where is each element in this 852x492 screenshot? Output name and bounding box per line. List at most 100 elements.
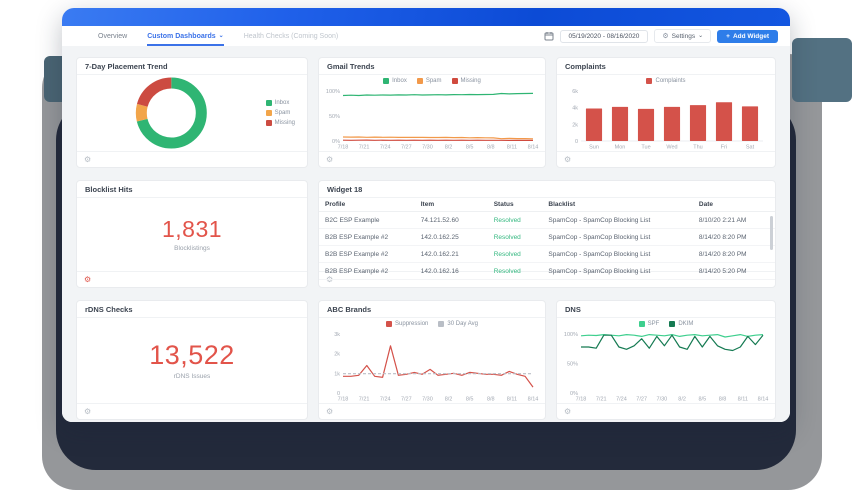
widget-settings-gear-icon[interactable]: ⚙ [84,274,92,284]
legend-swatch-icon [438,321,445,327]
tab-health-checks-label: Health Checks (Coming Soon) [243,32,339,40]
abc-chart-svg: 3k 2k 1k 07/18 7/21 7/24 7/27 7/30 8/2 8/5 8/8 8/11… [334,332,539,403]
svg-text:8/14: 8/14 [528,397,539,403]
rdns-value: 13,522 [149,339,235,370]
add-widget-button[interactable]: + Add Widget [717,29,778,43]
legend-item: Inbox [265,100,295,106]
col-header-status: Status [487,198,543,212]
svg-text:7/27: 7/27 [636,397,647,403]
legend-swatch-icon [265,110,272,116]
calendar-icon[interactable] [544,31,554,41]
svg-text:8/11: 8/11 [507,397,517,403]
widget-settings-gear-icon[interactable]: ⚙ [326,154,334,164]
widget-18-table: Widget 18 Profile Item Status Blacklist [318,180,776,288]
table-cell-item: 74.121.52.60 [414,211,488,229]
dns-line-chart: 100% 50% 0% 7/18 7/21 7/24 7/27 7/30 8/2 8/5 8/8 8/… [561,330,771,403]
tab-custom-dashboards[interactable]: Custom Dashboards ⌄ [147,26,224,46]
decor-teal-tab-left [44,56,64,102]
svg-text:7/18: 7/18 [338,397,349,403]
legend-swatch-icon [383,78,390,84]
chevron-down-icon: ⌄ [698,33,704,39]
table-row: B2C ESP Example 74.121.52.60 Resolved SpamC… [319,211,775,229]
tab-overview[interactable]: Overview [98,26,127,46]
legend-swatch-icon [386,321,393,327]
table-scrollbar-thumb[interactable] [770,216,773,250]
svg-text:8/2: 8/2 [445,145,453,151]
widget-footer: ⚙ [557,151,775,167]
dns-chart-svg: 100% 50% 0%7/18 7/21 7/24 7/27 7/30 8/2 8/5 8/8 8/… [564,332,768,403]
legend-label: Spam [425,78,442,84]
legend-item: 30 Day Avg [438,321,478,327]
svg-text:0%: 0% [570,391,578,397]
table-cell-blacklist: SpamCop - SpamCop Blocking List [542,228,693,246]
table-cell-date: 8/14/20 8:20 PM [692,245,775,263]
widget-settings-gear-icon[interactable]: ⚙ [84,406,92,416]
legend-label: Suppression [395,321,429,327]
widget-settings-gear-icon[interactable]: ⚙ [84,154,92,164]
svg-text:7/24: 7/24 [616,397,627,403]
blocklist-value: 1,831 [161,215,223,242]
svg-text:7/30: 7/30 [657,397,668,403]
placement-donut-chart [77,75,307,151]
widget-rdns-checks: rDNS Checks 13,522 rDNS Issues ⚙ [76,300,308,420]
svg-text:3k: 3k [334,332,340,338]
table-cell-profile: B2B ESP Example #2 [319,262,415,280]
widget-title: Blocklist Hits [77,181,307,198]
svg-text:7/24: 7/24 [380,397,391,403]
col-header-item: Item [414,198,488,212]
widget-placement-trend: 7-Day Placement Trend Inbox Spam Missing ⚙ [76,57,308,168]
gear-icon: ⚙ [662,33,669,40]
widget-title: 7-Day Placement Trend [77,58,307,75]
svg-text:100%: 100% [564,332,578,338]
tab-overview-label: Overview [98,32,128,40]
placement-legend: Inbox Spam Missing [265,100,295,126]
table-cell-status: Resolved [487,262,543,280]
widget-settings-gear-icon[interactable]: ⚙ [326,406,334,416]
settings-label: Settings [671,32,696,40]
dashboard-content: 7-Day Placement Trend Inbox Spam Missing ⚙… [62,46,790,422]
legend-label: Missing [460,78,481,84]
table-cell-blacklist: SpamCop - SpamCop Blocking List [542,211,693,229]
widget-complaints: Complaints Complaints 6k 4k 2k 0 Sun Mon Tue We… [556,57,776,168]
complaints-chart-svg: 6k 4k 2k 0 Sun Mon Tue Wed Thu Fri Sat [572,89,763,151]
legend-label: Spam [274,110,291,116]
widget-settings-gear-icon[interactable]: ⚙ [564,406,572,416]
widget-settings-gear-icon[interactable]: ⚙ [564,154,572,164]
settings-button[interactable]: ⚙ Settings ⌄ [654,29,712,43]
legend-label: Complaints [655,78,686,84]
table-header-row: Profile Item Status Blacklist Date [319,198,775,212]
svg-text:8/8: 8/8 [719,397,727,403]
svg-text:7/27: 7/27 [401,397,412,403]
widget-title: Widget 18 [319,181,775,198]
svg-text:8/11: 8/11 [507,145,517,151]
add-widget-label: Add Widget [732,32,769,40]
legend-swatch-icon [451,78,458,84]
svg-text:6k: 6k [572,89,578,95]
table-cell-profile: B2B ESP Example #2 [319,245,415,263]
widget-footer: ⚙ [77,151,307,167]
table-cell-date: 8/10/20 2:21 AM [692,211,775,229]
svg-text:8/2: 8/2 [678,397,686,403]
svg-text:8/5: 8/5 [466,397,474,403]
widget-gmail-trends: Gmail Trends Inbox Spam Missing 100% 50% 0% 7… [318,57,546,168]
svg-text:0: 0 [575,139,578,145]
widget-title: DNS [557,301,775,318]
svg-text:8/5: 8/5 [699,397,707,403]
rdns-subtitle: rDNS Issues [173,372,211,380]
rdns-body: 13,522 rDNS Issues [77,318,307,403]
table-cell-date: 8/14/20 8:20 PM [692,228,775,246]
abc-chart-body: Suppression 30 Day Avg 3k 2k 1k 0 7/18 7/21 7/2… [319,318,545,403]
legend-item: Missing [265,120,295,126]
widget18-table-body: B2C ESP Example 74.121.52.60 Resolved SpamC… [319,211,775,280]
date-range-input[interactable]: 05/19/2020 - 08/16/2020 [559,29,649,43]
legend-swatch-icon [265,120,272,126]
svg-text:Fri: Fri [721,145,727,151]
blacklist-table: Profile Item Status Blacklist Date B2C E… [319,198,775,280]
table-row: B2B ESP Example #2 142.0.162.21 Resolved Sp… [319,245,775,263]
svg-text:0: 0 [337,391,340,397]
dashboard-navbar: Overview Custom Dashboards ⌄ Health Chec… [62,26,790,47]
legend-swatch-icon [265,100,272,106]
widget-title: ABC Brands [319,301,545,318]
col-header-profile: Profile [319,198,415,212]
col-header-blacklist: Blacklist [542,198,693,212]
